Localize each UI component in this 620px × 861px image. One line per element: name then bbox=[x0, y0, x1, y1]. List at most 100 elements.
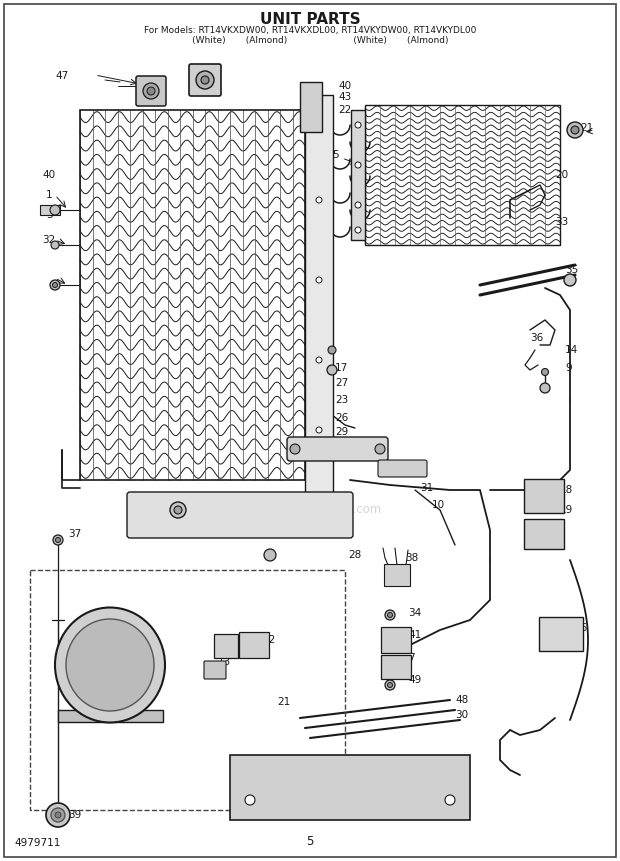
Circle shape bbox=[540, 383, 550, 393]
Text: 8: 8 bbox=[230, 777, 237, 787]
Text: 26: 26 bbox=[335, 413, 348, 423]
Ellipse shape bbox=[55, 608, 165, 722]
Circle shape bbox=[355, 227, 361, 233]
Text: 21: 21 bbox=[580, 123, 593, 133]
FancyBboxPatch shape bbox=[378, 460, 427, 477]
Circle shape bbox=[571, 126, 579, 134]
Text: 7: 7 bbox=[408, 653, 415, 663]
FancyBboxPatch shape bbox=[239, 632, 269, 658]
Circle shape bbox=[385, 610, 395, 620]
Text: 28: 28 bbox=[348, 550, 361, 560]
Text: 22: 22 bbox=[338, 105, 352, 115]
Text: 3: 3 bbox=[46, 210, 53, 220]
Text: 12: 12 bbox=[263, 635, 277, 645]
Text: UNIT PARTS: UNIT PARTS bbox=[260, 12, 360, 27]
Text: 37: 37 bbox=[68, 529, 81, 539]
Text: 9: 9 bbox=[565, 363, 572, 373]
FancyBboxPatch shape bbox=[127, 492, 353, 538]
Text: 38: 38 bbox=[405, 553, 418, 563]
Text: eReplacementParts.com: eReplacementParts.com bbox=[238, 504, 382, 517]
Text: 6: 6 bbox=[288, 495, 294, 505]
Text: 16: 16 bbox=[575, 623, 588, 633]
FancyBboxPatch shape bbox=[524, 479, 564, 513]
Text: 4979711: 4979711 bbox=[14, 838, 60, 848]
Circle shape bbox=[201, 76, 209, 84]
Text: 14: 14 bbox=[565, 345, 578, 355]
Bar bbox=[30, 570, 345, 810]
Circle shape bbox=[316, 197, 322, 203]
Circle shape bbox=[355, 162, 361, 168]
Circle shape bbox=[385, 680, 395, 690]
Bar bbox=[230, 755, 470, 820]
Bar bbox=[365, 105, 560, 245]
Circle shape bbox=[51, 808, 65, 822]
Circle shape bbox=[50, 280, 60, 290]
Text: 41: 41 bbox=[408, 630, 421, 640]
Text: 20: 20 bbox=[555, 170, 568, 180]
FancyBboxPatch shape bbox=[539, 617, 583, 651]
Circle shape bbox=[388, 612, 392, 617]
Text: 23: 23 bbox=[335, 395, 348, 405]
Text: 19: 19 bbox=[560, 505, 574, 515]
FancyBboxPatch shape bbox=[189, 64, 221, 96]
Text: 39: 39 bbox=[68, 810, 81, 820]
Circle shape bbox=[445, 795, 455, 805]
Text: 49: 49 bbox=[408, 675, 421, 685]
Text: 18: 18 bbox=[560, 485, 574, 495]
Circle shape bbox=[55, 812, 61, 818]
Bar bbox=[80, 110, 305, 480]
Circle shape bbox=[196, 71, 214, 89]
FancyBboxPatch shape bbox=[136, 76, 166, 106]
Circle shape bbox=[174, 506, 182, 514]
Text: 1: 1 bbox=[46, 190, 53, 200]
Circle shape bbox=[541, 369, 549, 375]
Circle shape bbox=[56, 537, 61, 542]
Text: (White)       (Almond)                       (White)       (Almond): (White) (Almond) (White) (Almond) bbox=[172, 36, 448, 45]
Text: 43: 43 bbox=[338, 92, 352, 102]
Text: 17: 17 bbox=[335, 363, 348, 373]
Circle shape bbox=[327, 365, 337, 375]
Circle shape bbox=[245, 795, 255, 805]
Text: 24: 24 bbox=[155, 495, 168, 505]
Text: For Models: RT14VKXDW00, RT14VKXDL00, RT14VKYDW00, RT14VKYDL00: For Models: RT14VKXDW00, RT14VKXDL00, RT… bbox=[144, 26, 476, 35]
Text: 27: 27 bbox=[335, 378, 348, 388]
FancyBboxPatch shape bbox=[287, 437, 388, 461]
Circle shape bbox=[316, 357, 322, 363]
Text: 40: 40 bbox=[338, 81, 351, 91]
FancyBboxPatch shape bbox=[384, 564, 410, 586]
Circle shape bbox=[53, 282, 58, 288]
FancyBboxPatch shape bbox=[204, 661, 226, 679]
Text: 36: 36 bbox=[530, 333, 543, 343]
Text: 5: 5 bbox=[306, 835, 314, 848]
Circle shape bbox=[355, 202, 361, 208]
Bar bbox=[305, 95, 333, 510]
Text: 5: 5 bbox=[332, 150, 339, 160]
Text: 32: 32 bbox=[42, 235, 55, 245]
Text: 30: 30 bbox=[455, 710, 468, 720]
Text: 29: 29 bbox=[335, 427, 348, 437]
Text: 47: 47 bbox=[55, 71, 68, 81]
Circle shape bbox=[50, 205, 60, 215]
Bar bbox=[58, 710, 163, 722]
Circle shape bbox=[170, 502, 186, 518]
Bar bbox=[40, 205, 60, 215]
Text: 31: 31 bbox=[420, 483, 433, 493]
Text: 10: 10 bbox=[432, 500, 445, 510]
Circle shape bbox=[375, 444, 385, 454]
Circle shape bbox=[53, 535, 63, 545]
Circle shape bbox=[51, 241, 59, 249]
Circle shape bbox=[46, 803, 70, 827]
Circle shape bbox=[328, 346, 336, 354]
Circle shape bbox=[355, 122, 361, 128]
Text: 15: 15 bbox=[230, 635, 243, 645]
Text: 33: 33 bbox=[555, 217, 569, 227]
Text: 40: 40 bbox=[42, 170, 55, 180]
Text: 21: 21 bbox=[277, 697, 290, 707]
FancyBboxPatch shape bbox=[524, 519, 564, 549]
Circle shape bbox=[316, 427, 322, 433]
Circle shape bbox=[567, 122, 583, 138]
Text: 34: 34 bbox=[408, 608, 421, 618]
FancyBboxPatch shape bbox=[214, 634, 238, 658]
Circle shape bbox=[564, 274, 576, 286]
Circle shape bbox=[316, 277, 322, 283]
